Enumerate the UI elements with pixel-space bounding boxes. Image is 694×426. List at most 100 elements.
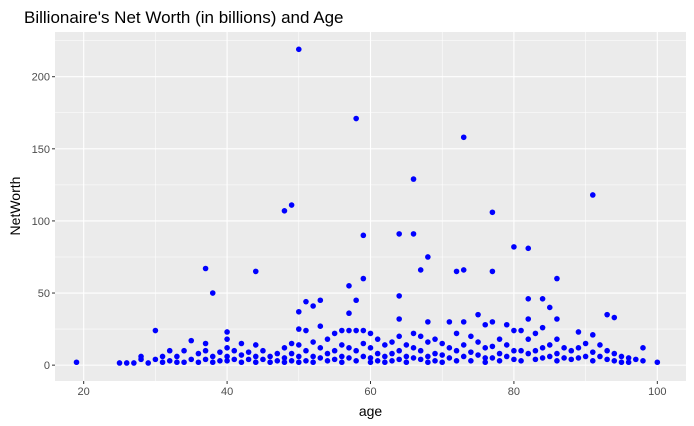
data-point [425, 339, 431, 345]
data-point [589, 349, 596, 355]
data-point [252, 359, 259, 366]
data-point [532, 330, 539, 337]
data-point [589, 358, 596, 364]
data-point [539, 324, 546, 331]
data-point [460, 342, 467, 348]
data-point [331, 356, 338, 363]
data-point [417, 356, 424, 363]
data-point [625, 359, 632, 366]
data-points [73, 46, 661, 366]
data-point [618, 353, 625, 360]
data-point [518, 358, 524, 364]
data-point [446, 355, 453, 361]
data-point [489, 268, 496, 275]
data-point [267, 359, 273, 366]
data-point [539, 345, 546, 351]
data-point [202, 356, 209, 363]
data-point [460, 267, 467, 273]
data-point [360, 340, 367, 347]
data-point [475, 311, 481, 318]
data-point [396, 347, 402, 354]
data-point [317, 355, 324, 361]
data-point [396, 316, 402, 322]
x-tick-label: 20 [78, 386, 90, 398]
data-point [518, 327, 524, 334]
data-point [382, 342, 388, 348]
data-point [575, 355, 582, 361]
data-point [303, 358, 309, 364]
data-point [324, 336, 331, 342]
data-point [346, 283, 352, 289]
data-point [396, 293, 402, 299]
data-point [496, 358, 503, 364]
chart-title: Billionaire's Net Worth (in billions) an… [24, 8, 343, 27]
data-point [295, 308, 302, 315]
data-point [353, 327, 359, 334]
data-point [317, 323, 324, 329]
data-point [295, 353, 302, 360]
data-point [331, 347, 338, 354]
data-point [482, 321, 489, 328]
data-point [353, 115, 359, 122]
data-point [224, 345, 230, 351]
data-point [331, 330, 338, 337]
data-point [410, 345, 417, 351]
y-tick-label: 50 [38, 288, 50, 300]
data-point [231, 347, 238, 354]
data-point [288, 340, 295, 347]
data-point [432, 336, 438, 342]
data-point [339, 359, 345, 366]
data-point [295, 46, 302, 53]
data-point [489, 343, 496, 350]
data-point [274, 358, 281, 364]
data-point [640, 358, 646, 364]
data-point [511, 244, 517, 250]
data-point [482, 355, 489, 361]
data-point [453, 330, 460, 337]
data-point [224, 329, 230, 335]
data-point [475, 352, 481, 358]
data-point [568, 356, 575, 363]
data-point [518, 347, 524, 354]
data-point [439, 340, 446, 347]
data-point [554, 316, 560, 322]
data-point [475, 339, 481, 345]
data-point [389, 358, 395, 364]
data-point [310, 339, 316, 345]
data-point [367, 355, 374, 361]
data-point [324, 350, 331, 357]
data-point [339, 327, 345, 334]
data-point [453, 347, 460, 354]
data-point [410, 176, 417, 182]
data-point [568, 347, 575, 354]
data-point [224, 336, 230, 342]
data-point [582, 340, 589, 347]
data-point [281, 208, 288, 214]
data-point [503, 353, 510, 360]
data-point [525, 295, 532, 302]
data-point [396, 356, 402, 363]
data-point [432, 350, 438, 357]
data-point [561, 345, 567, 351]
data-point [339, 342, 345, 348]
data-point [303, 327, 309, 334]
data-point [339, 353, 345, 360]
data-point [525, 336, 532, 342]
data-point [303, 298, 309, 305]
x-tick-label: 100 [648, 386, 666, 398]
data-point [174, 353, 180, 360]
data-point [346, 345, 352, 351]
data-point [353, 297, 359, 304]
data-point [389, 350, 395, 357]
data-point [511, 327, 517, 334]
data-point [116, 360, 123, 366]
data-point [252, 353, 259, 360]
data-point [166, 358, 173, 364]
data-point [439, 352, 446, 358]
data-point [417, 267, 424, 273]
data-point [489, 319, 496, 325]
data-point [525, 350, 532, 357]
data-point [460, 319, 467, 325]
data-point [575, 329, 582, 335]
data-point [224, 353, 230, 360]
